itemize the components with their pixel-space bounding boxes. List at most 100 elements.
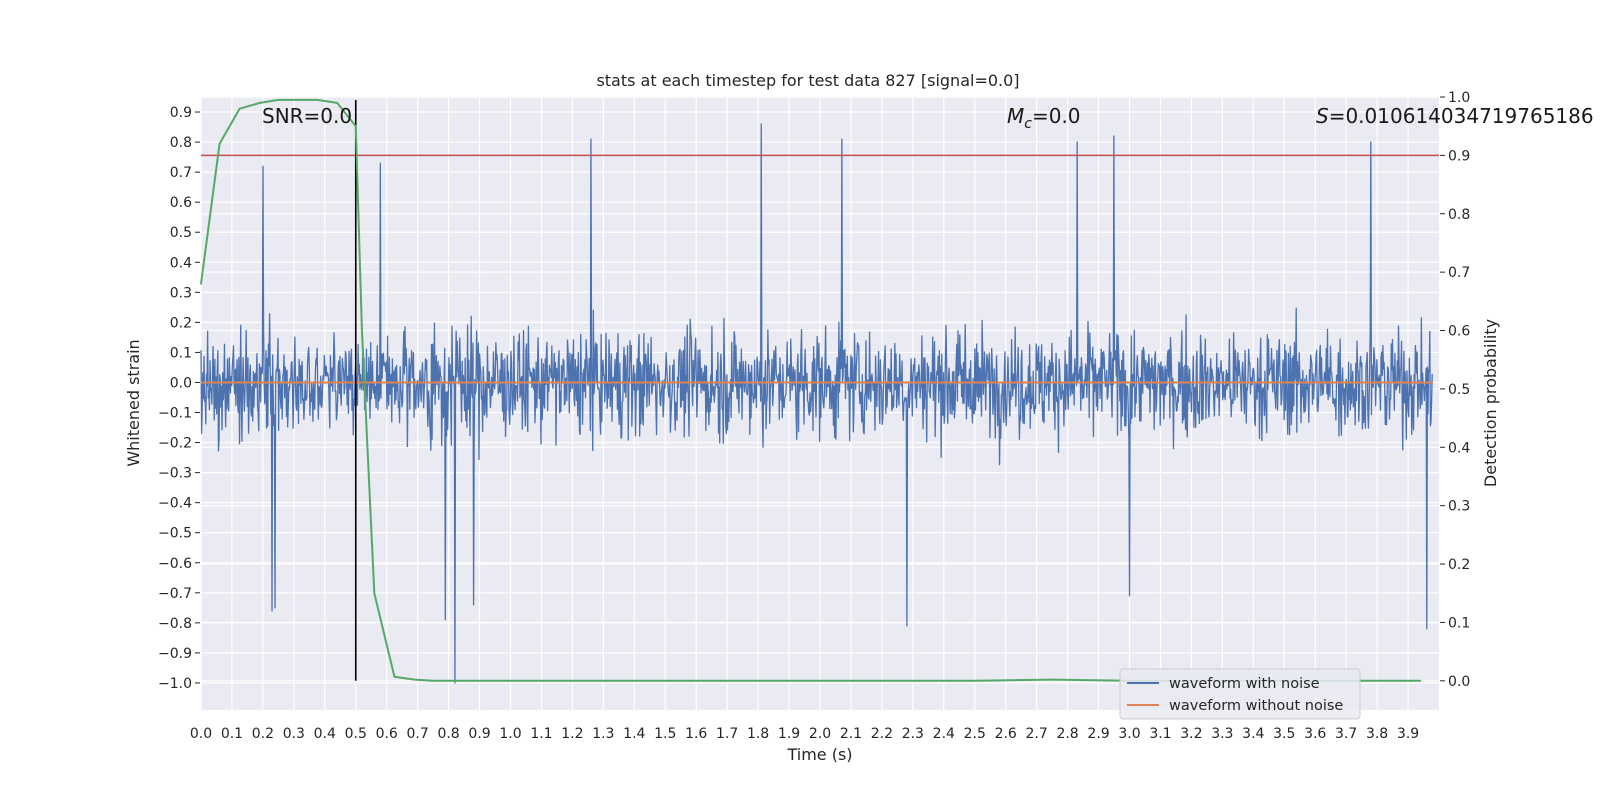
detection-probability-point: [1360, 680, 1363, 682]
x-tick-label: 2.5: [964, 726, 986, 742]
x-tick-label: 2.8: [1056, 726, 1078, 742]
right-tick-label: 0.1: [1448, 615, 1470, 631]
detection-probability-point: [259, 102, 261, 104]
left-tick-label: −0.6: [158, 556, 192, 572]
mc-value: =0.0: [1032, 104, 1081, 128]
right-tick-label: 0.6: [1448, 324, 1470, 340]
x-tick-label: 3.3: [1211, 726, 1233, 742]
left-tick-label: −0.4: [158, 496, 192, 512]
noisy-waveform-line: [200, 123, 1434, 684]
left-tick-label: −0.1: [158, 406, 192, 422]
left-tick-label: −1.0: [158, 676, 192, 692]
left-y-ticks: 0.9 0.8 0.7 0.6 0.5 0.4 0.3 0.2 0.1 0.0 −0.1 −0.2 −0…: [158, 105, 200, 692]
x-tick-label: 2.1: [840, 726, 862, 742]
x-tick-label: 0.6: [376, 726, 398, 742]
x-tick-label: 0.5: [345, 726, 367, 742]
detection-probability-point: [200, 283, 202, 285]
left-tick-label: 0.0: [170, 375, 192, 391]
detection-probability-point: [1051, 678, 1053, 681]
y-axis-label-right: Detection probability: [1481, 319, 1500, 487]
x-tick-label: 0.3: [283, 726, 305, 742]
detection-probability-point: [316, 99, 318, 101]
x-tick-label: 0.2: [252, 726, 274, 742]
x-tick-label: 0.0: [190, 726, 212, 742]
detection-probability-point: [1419, 680, 1422, 682]
x-axis-label: Time (s): [786, 745, 852, 764]
left-tick-label: 0.7: [170, 165, 192, 181]
s-annotation: S=0.010614034719765186: [1316, 104, 1594, 128]
left-tick-label: −0.7: [158, 586, 192, 602]
x-tick-label: 3.0: [1118, 726, 1140, 742]
left-tick-label: −0.5: [158, 526, 192, 542]
detection-probability-point: [354, 125, 357, 127]
x-tick-label: 1.9: [778, 726, 800, 742]
x-tick-label: 2.7: [1026, 726, 1048, 742]
x-tick-label: 1.7: [716, 726, 738, 742]
x-tick-label: 1.0: [499, 726, 521, 742]
chart-title: stats at each timestep for test data 827…: [596, 71, 1019, 90]
left-tick-label: 0.1: [170, 345, 192, 361]
x-tick-label: 0.9: [468, 726, 490, 742]
x-ticks: 0.0 0.1 0.2 0.3 0.4 0.5 0.6 0.7 0.8 0.9 1.0 1.1 1.2 1…: [190, 726, 1419, 742]
x-tick-label: 3.2: [1180, 726, 1202, 742]
left-tick-label: −0.2: [158, 436, 192, 452]
detection-probability-point: [819, 680, 821, 682]
legend-label-clean: waveform without noise: [1169, 698, 1343, 714]
right-tick-label: 0.0: [1448, 674, 1470, 690]
detection-probability-point: [361, 329, 363, 332]
snr-annotation: SNR=0.0: [262, 104, 352, 128]
detection-probability-point: [413, 678, 416, 681]
x-tick-label: 1.6: [685, 726, 707, 742]
x-tick-label: 3.5: [1273, 726, 1295, 742]
left-tick-label: 0.9: [170, 105, 192, 121]
x-tick-label: 3.8: [1366, 726, 1388, 742]
left-tick-label: 0.2: [170, 315, 192, 331]
left-tick-label: −0.3: [158, 466, 192, 482]
legend: waveform with noise waveform without noi…: [1119, 668, 1361, 720]
x-tick-label: 1.4: [623, 726, 645, 742]
detection-probability-point: [509, 680, 512, 682]
x-tick-label: 3.7: [1335, 726, 1357, 742]
detection-probability-point: [296, 99, 298, 101]
detection-probability-point: [664, 680, 667, 682]
x-tick-label: 1.2: [561, 726, 583, 742]
x-tick-label: 3.1: [1149, 726, 1171, 742]
x-tick-label: 0.7: [407, 726, 429, 742]
left-tick-label: −0.8: [158, 616, 192, 632]
x-tick-label: 3.6: [1304, 726, 1326, 742]
right-tick-label: 1.0: [1448, 90, 1470, 106]
legend-box: [1119, 668, 1361, 720]
x-tick-label: 2.0: [809, 726, 831, 742]
left-tick-label: 0.4: [170, 255, 192, 271]
x-tick-label: 2.4: [933, 726, 955, 742]
right-tick-label: 0.8: [1448, 207, 1470, 223]
x-tick-label: 0.8: [437, 726, 459, 742]
detection-probability-point: [432, 680, 434, 682]
right-tick-label: 0.5: [1448, 382, 1470, 398]
x-tick-label: 3.9: [1397, 726, 1419, 742]
s-value: =0.010614034719765186: [1329, 104, 1594, 128]
mc-symbol: M: [1007, 104, 1024, 128]
x-tick-label: 2.3: [902, 726, 924, 742]
chirp-mass-annotation: Mc=0.0: [1007, 104, 1081, 132]
right-tick-label: 0.4: [1448, 440, 1470, 456]
detection-probability-point: [218, 142, 221, 145]
detection-probability-point: [373, 592, 376, 595]
x-tick-label: 0.4: [314, 726, 336, 742]
detection-probability-point: [973, 680, 976, 682]
left-tick-label: 0.5: [170, 225, 192, 241]
detection-probability-point: [277, 99, 280, 101]
x-tick-label: 1.8: [747, 726, 769, 742]
x-tick-label: 2.6: [995, 726, 1017, 742]
detection-probability-point: [336, 102, 338, 104]
left-tick-label: 0.8: [170, 135, 192, 151]
x-tick-label: 3.4: [1242, 726, 1264, 742]
right-tick-label: 0.9: [1448, 148, 1470, 164]
x-tick-label: 1.1: [530, 726, 552, 742]
x-tick-label: 2.9: [1087, 726, 1109, 742]
detection-probability-point: [393, 675, 396, 678]
x-tick-label: 1.3: [592, 726, 614, 742]
left-tick-label: 0.3: [170, 285, 192, 301]
right-tick-label: 0.3: [1448, 499, 1470, 515]
